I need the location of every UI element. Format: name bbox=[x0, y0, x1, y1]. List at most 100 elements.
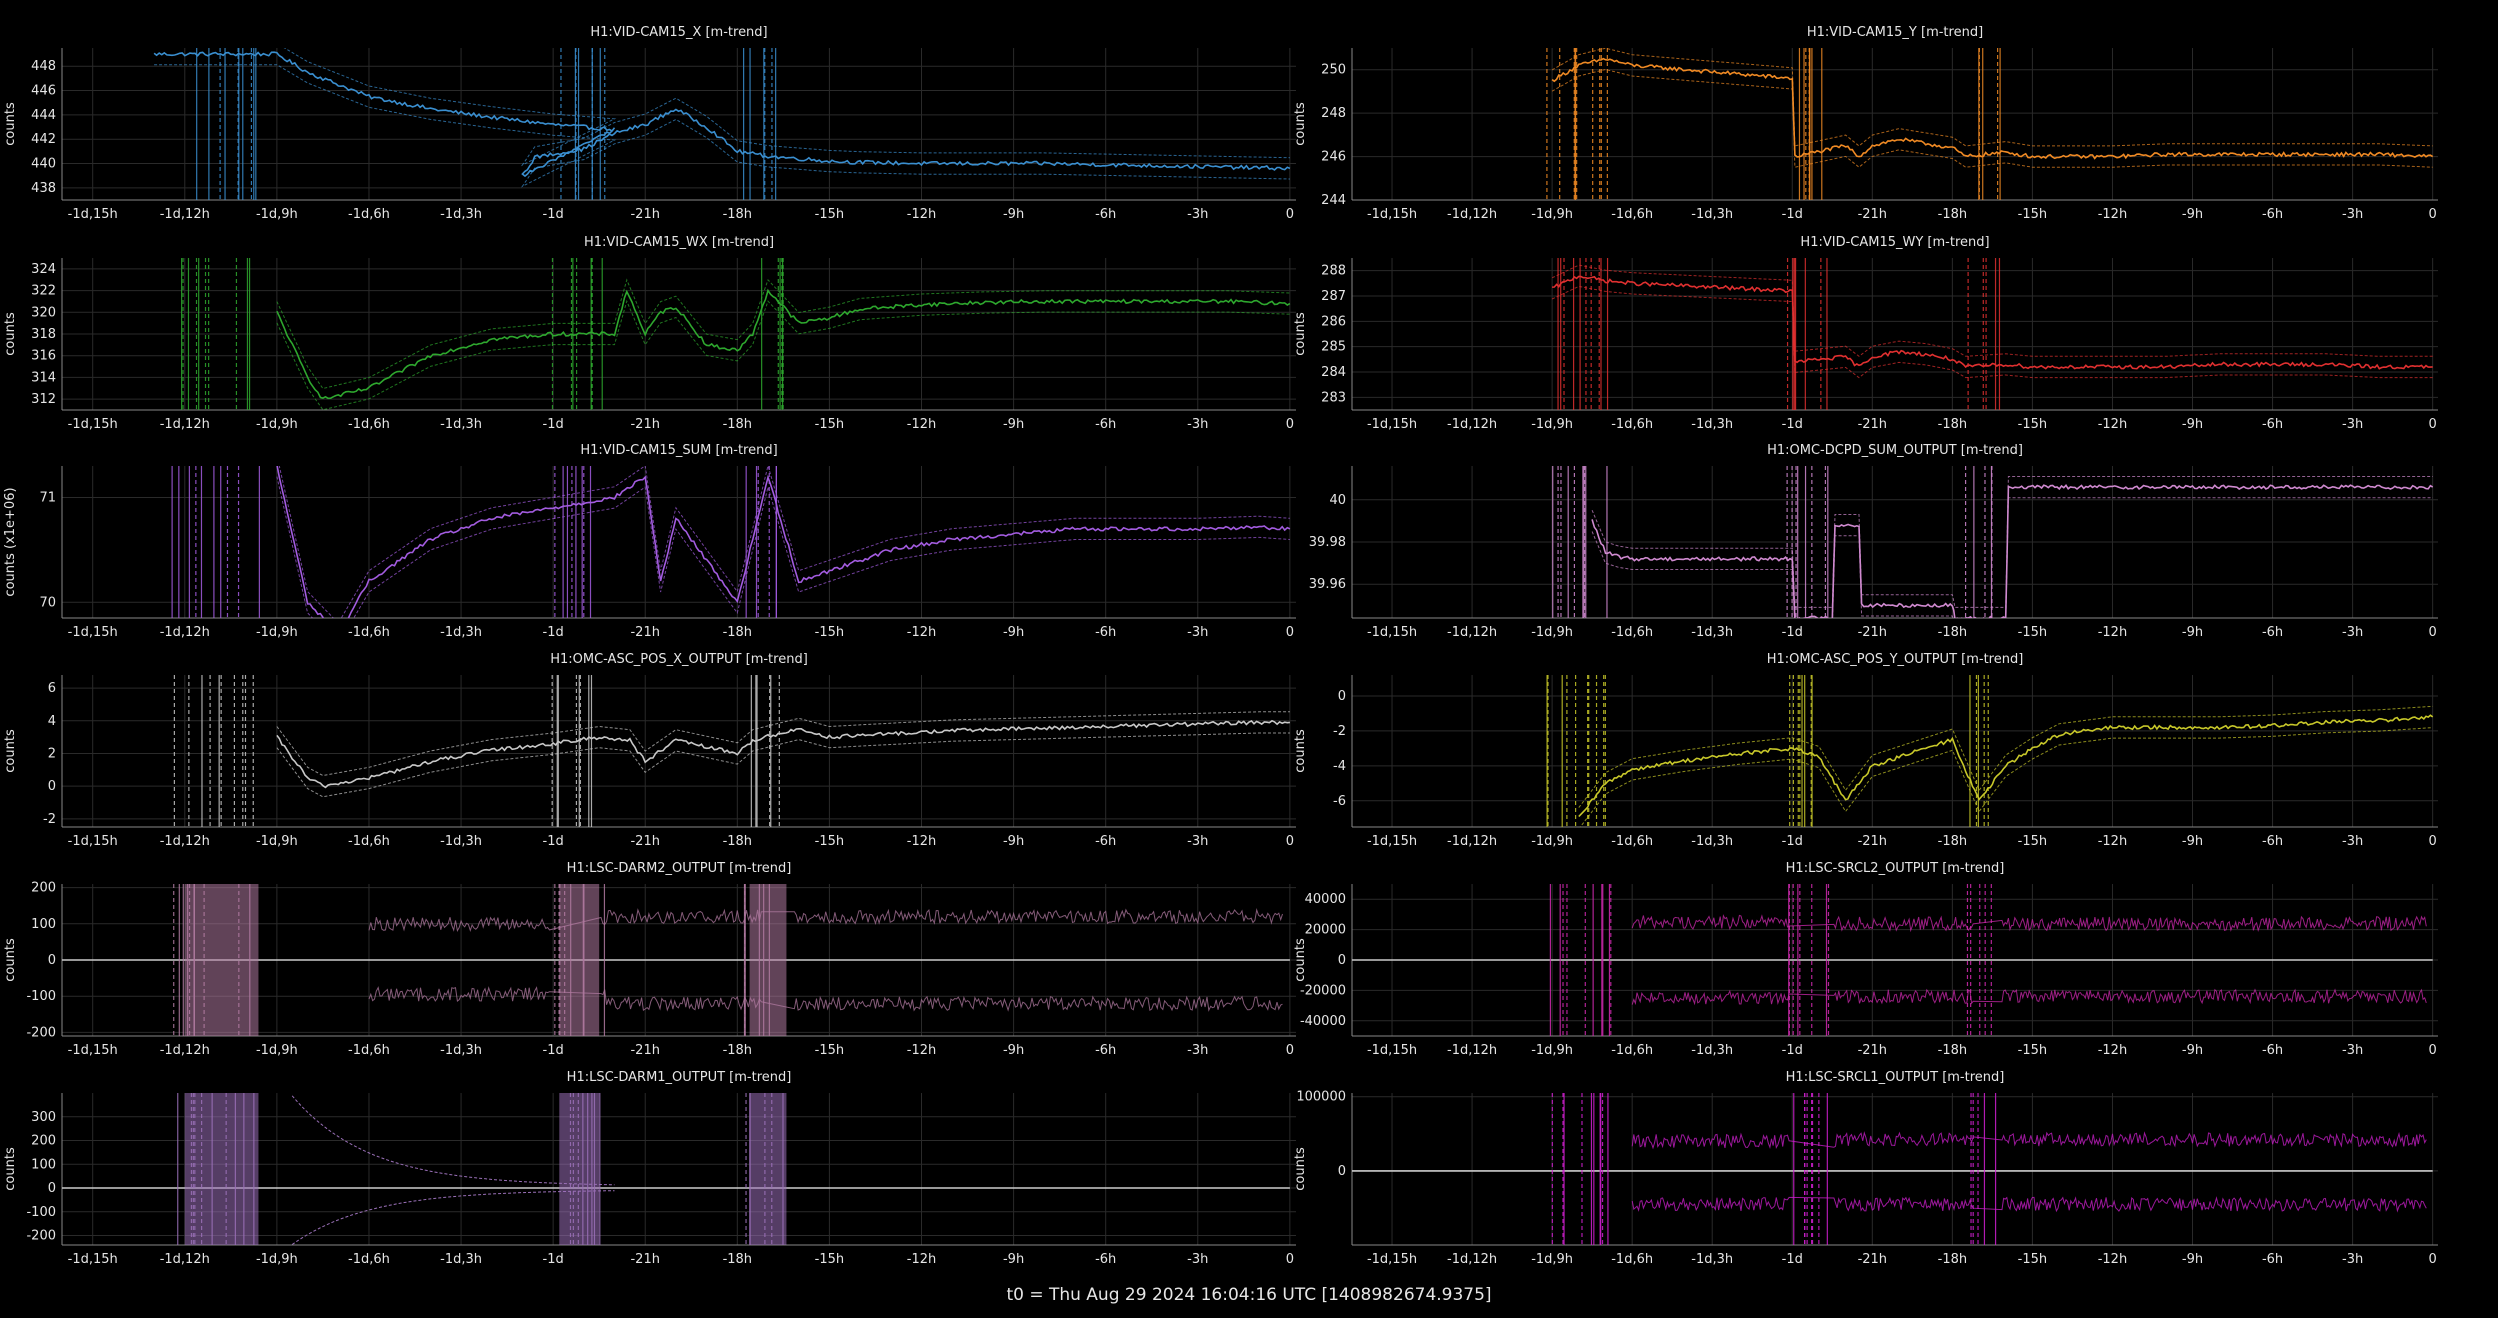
x-tick-label: -1d,15h bbox=[1367, 1043, 1417, 1058]
x-tick-label: -1d,9h bbox=[1531, 1043, 1573, 1058]
x-tick-label: -1d,6h bbox=[1611, 1252, 1653, 1267]
x-tick-label: -1d bbox=[543, 625, 564, 640]
x-tick-label: -1d,3h bbox=[440, 625, 482, 640]
x-tick-label: -21h bbox=[1858, 207, 1887, 222]
x-tick-label: -1d,3h bbox=[1691, 1043, 1733, 1058]
data-layer bbox=[1546, 48, 2434, 200]
x-tick-label: -3h bbox=[2342, 1252, 2363, 1267]
y-axis-label: counts bbox=[1293, 1147, 1308, 1191]
x-tick-label: -21h bbox=[1858, 625, 1887, 640]
x-tick-label: -21h bbox=[630, 1252, 659, 1267]
x-tick-label: -1d,6h bbox=[348, 417, 390, 432]
x-tick-label: -18h bbox=[723, 417, 752, 432]
trend-line bbox=[153, 51, 1291, 178]
x-tick-label: -6h bbox=[1095, 207, 1116, 222]
y-tick-label: -200 bbox=[26, 1229, 56, 1244]
data-layer bbox=[62, 1093, 1290, 1245]
y-tick-label: 4 bbox=[48, 714, 56, 729]
x-tick-label: -1d,9h bbox=[256, 834, 298, 849]
data-layer bbox=[181, 258, 1291, 410]
trend-line bbox=[276, 288, 1291, 400]
x-tick-label: -9h bbox=[1003, 207, 1024, 222]
x-tick-label: -1d,9h bbox=[1531, 625, 1573, 640]
x-tick-label: -1d,9h bbox=[256, 417, 298, 432]
y-axis-label: counts bbox=[3, 102, 18, 146]
x-tick-label: -3h bbox=[2342, 834, 2363, 849]
x-tick-label: -1d bbox=[543, 207, 564, 222]
y-tick-label: 39.98 bbox=[1309, 535, 1346, 550]
data-layer bbox=[1546, 675, 2434, 827]
y-tick-label: 448 bbox=[31, 59, 56, 74]
x-tick-label: -1d,15h bbox=[1367, 207, 1417, 222]
x-tick-label: -15h bbox=[815, 1043, 844, 1058]
x-tick-label: -15h bbox=[815, 1252, 844, 1267]
y-tick-label: 6 bbox=[48, 681, 56, 696]
trend-band bbox=[283, 48, 1290, 167]
x-tick-label: -6h bbox=[1095, 1043, 1116, 1058]
x-tick-label: -18h bbox=[1938, 625, 1967, 640]
x-tick-label: -12h bbox=[907, 625, 936, 640]
panel-5: H1:VID-CAM15_SUM [m-trend] 70 71 -1d,15h -1d… bbox=[3, 443, 1296, 640]
panel-11: H1:LSC-DARM1_OUTPUT [m-trend] -200 -100 0 10… bbox=[3, 1070, 1296, 1267]
x-tick-label: -3h bbox=[2342, 625, 2363, 640]
trend-line bbox=[1552, 275, 2433, 370]
y-tick-label: 70 bbox=[39, 595, 56, 610]
x-tick-label: 0 bbox=[2429, 1043, 2437, 1058]
y-tick-label: 446 bbox=[31, 84, 56, 99]
x-tick-label: -1d,3h bbox=[1691, 207, 1733, 222]
envelope-upper bbox=[1631, 1131, 2427, 1150]
x-tick-label: -21h bbox=[1858, 417, 1887, 432]
y-tick-label: 244 bbox=[1321, 193, 1346, 208]
y-tick-label: 318 bbox=[31, 327, 56, 342]
y-axis-label: counts bbox=[1293, 312, 1308, 356]
x-tick-label: -1d,3h bbox=[440, 1043, 482, 1058]
y-tick-label: -20000 bbox=[1300, 983, 1346, 998]
x-tick-label: 0 bbox=[1286, 625, 1294, 640]
x-tick-label: -1d bbox=[543, 834, 564, 849]
y-tick-label: 316 bbox=[31, 349, 56, 364]
x-tick-label: -1d,12h bbox=[1447, 207, 1497, 222]
trend-band bbox=[154, 64, 1290, 188]
panel-8: H1:OMC-ASC_POS_Y_OUTPUT [m-trend] -6 -4 -2 0… bbox=[1293, 652, 2438, 849]
y-tick-label: 300 bbox=[31, 1110, 56, 1125]
x-tick-label: -18h bbox=[723, 625, 752, 640]
data-layer bbox=[1552, 466, 2434, 618]
x-tick-label: -15h bbox=[815, 417, 844, 432]
x-tick-label: -18h bbox=[723, 207, 752, 222]
x-tick-label: 0 bbox=[1286, 417, 1294, 432]
y-tick-label: 40000 bbox=[1305, 892, 1346, 907]
x-tick-label: -15h bbox=[2018, 1043, 2047, 1058]
x-tick-label: -1d,15h bbox=[1367, 834, 1417, 849]
x-tick-label: -1d,15h bbox=[68, 834, 118, 849]
data-layer bbox=[1352, 1093, 2433, 1245]
x-tick-label: -9h bbox=[2182, 625, 2203, 640]
y-tick-label: -6 bbox=[1333, 794, 1346, 809]
x-tick-label: -12h bbox=[907, 1252, 936, 1267]
trend-line bbox=[1591, 483, 2434, 618]
trend-band bbox=[1551, 48, 2433, 147]
panel-title: H1:VID-CAM15_X [m-trend] bbox=[590, 25, 767, 40]
y-axis-label: counts (x1e+06) bbox=[3, 487, 18, 596]
panel-title: H1:LSC-SRCL2_OUTPUT [m-trend] bbox=[1786, 861, 2005, 876]
x-tick-label: -1d,12h bbox=[1447, 1043, 1497, 1058]
x-tick-label: -1d,6h bbox=[348, 1043, 390, 1058]
x-tick-label: -1d,3h bbox=[1691, 625, 1733, 640]
y-tick-label: -200 bbox=[26, 1025, 56, 1040]
y-tick-label: -2 bbox=[1333, 724, 1346, 739]
x-tick-label: -1d,3h bbox=[1691, 417, 1733, 432]
x-tick-label: -6h bbox=[2262, 1252, 2283, 1267]
panel-10: H1:LSC-SRCL2_OUTPUT [m-trend] -40000 -2000… bbox=[1293, 861, 2438, 1058]
trend-line bbox=[1551, 57, 2434, 160]
envelope-upper bbox=[368, 908, 1283, 933]
x-tick-label: -9h bbox=[1003, 1252, 1024, 1267]
x-tick-label: -1d,3h bbox=[1691, 1252, 1733, 1267]
panel-title: H1:LSC-DARM1_OUTPUT [m-trend] bbox=[567, 1070, 792, 1085]
trend-line bbox=[1578, 714, 2434, 818]
x-tick-label: -21h bbox=[630, 1043, 659, 1058]
x-tick-label: -6h bbox=[1095, 417, 1116, 432]
x-tick-label: -18h bbox=[723, 1252, 752, 1267]
y-tick-label: 284 bbox=[1321, 365, 1346, 380]
x-tick-label: -1d bbox=[1782, 207, 1803, 222]
x-tick-label: -12h bbox=[907, 207, 936, 222]
x-tick-label: -18h bbox=[1938, 417, 1967, 432]
